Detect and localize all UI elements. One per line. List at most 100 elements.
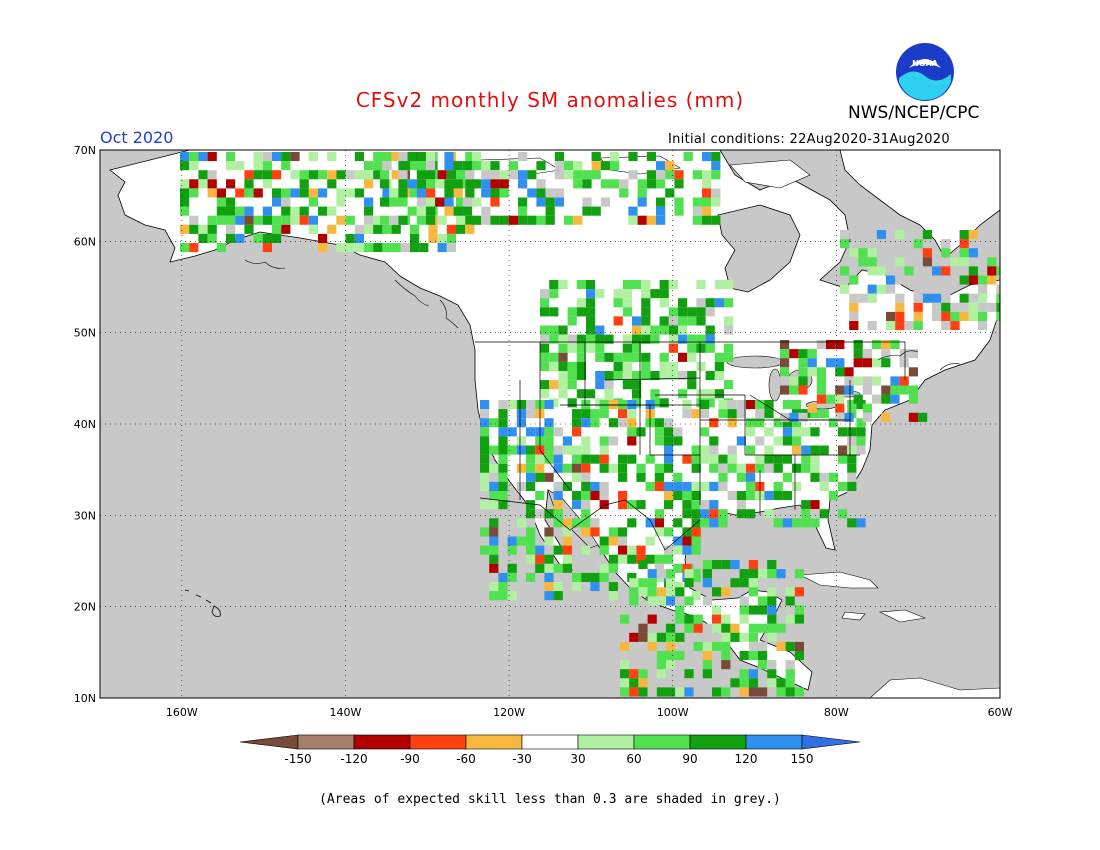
anomaly-cell xyxy=(810,509,820,519)
anomaly-cell xyxy=(586,316,596,326)
anomaly-cell xyxy=(659,352,669,362)
anomaly-cell xyxy=(727,400,737,410)
anomaly-cell xyxy=(785,641,795,651)
anomaly-cell xyxy=(886,239,896,249)
anomaly-cell xyxy=(398,215,408,225)
anomaly-cell xyxy=(712,678,722,688)
anomaly-cell xyxy=(262,243,272,253)
anomaly-cell xyxy=(573,161,583,171)
anomaly-cell xyxy=(776,678,786,688)
anomaly-cell xyxy=(627,436,637,446)
anomaly-cell xyxy=(591,161,601,171)
anomaly-cell xyxy=(581,445,591,455)
anomaly-cell xyxy=(308,224,318,234)
anomaly-cell xyxy=(922,257,932,267)
anomaly-cell xyxy=(545,206,555,216)
anomaly-cell xyxy=(773,491,783,501)
anomaly-cell xyxy=(499,170,509,180)
anomaly-cell xyxy=(666,632,676,642)
anomaly-cell xyxy=(876,284,886,294)
anomaly-cell xyxy=(595,380,605,390)
hudson-bay xyxy=(717,204,801,293)
anomaly-cell xyxy=(581,481,591,491)
anomaly-cell xyxy=(691,445,701,455)
anomaly-cell xyxy=(558,389,568,399)
anomaly-cell xyxy=(632,334,642,344)
anomaly-cell xyxy=(489,582,499,592)
anomaly-cell xyxy=(659,289,669,299)
anomaly-cell xyxy=(705,343,715,353)
anomaly-cell xyxy=(978,293,988,303)
anomaly-cell xyxy=(650,325,660,335)
anomaly-cell xyxy=(554,152,564,162)
anomaly-cell xyxy=(308,152,318,162)
anomaly-cell xyxy=(622,371,632,381)
anomaly-cell xyxy=(691,545,701,555)
lon-label: 140W xyxy=(330,706,362,719)
anomaly-cell xyxy=(867,284,877,294)
anomaly-cell xyxy=(666,569,676,579)
anomaly-cell xyxy=(549,398,559,408)
anomaly-cell xyxy=(748,560,758,570)
anomaly-cell xyxy=(886,311,896,321)
anomaly-cell xyxy=(622,289,632,299)
anomaly-cell xyxy=(684,578,694,588)
anomaly-cell xyxy=(908,394,918,404)
anomaly-cell xyxy=(727,454,737,464)
anomaly-cell xyxy=(364,170,374,180)
anomaly-cell xyxy=(636,463,646,473)
anomaly-cell xyxy=(618,409,628,419)
anomaly-cell xyxy=(782,518,792,528)
anomaly-cell xyxy=(794,614,804,624)
anomaly-cell xyxy=(540,389,550,399)
anomaly-cell xyxy=(562,554,572,564)
anomaly-cell xyxy=(489,463,499,473)
anomaly-cell xyxy=(736,518,746,528)
anomaly-cell xyxy=(767,569,777,579)
anomaly-cell xyxy=(674,206,684,216)
anomaly-cell xyxy=(798,358,808,368)
anomaly-cell xyxy=(668,316,678,326)
anomaly-cell xyxy=(629,632,639,642)
anomaly-cell xyxy=(987,266,997,276)
anomaly-cell xyxy=(629,687,639,697)
anomaly-cell xyxy=(785,587,795,597)
anomaly-cell xyxy=(416,179,426,189)
anomaly-cell xyxy=(654,554,664,564)
anomaly-cell xyxy=(558,334,568,344)
anomaly-cell xyxy=(581,463,591,473)
anomaly-cell xyxy=(932,293,942,303)
anomaly-cell xyxy=(711,161,721,171)
anomaly-cell xyxy=(666,660,676,670)
anomaly-cell xyxy=(544,572,554,582)
anomaly-cell xyxy=(407,152,417,162)
anomaly-cell xyxy=(629,578,639,588)
anomaly-cell xyxy=(758,651,768,661)
anomaly-cell xyxy=(840,239,850,249)
anomaly-cell xyxy=(526,527,536,537)
anomaly-cell xyxy=(226,179,236,189)
anomaly-cell xyxy=(599,454,609,464)
anomaly-cell xyxy=(281,197,291,207)
anomaly-cell xyxy=(554,161,564,171)
anomaly-cell xyxy=(932,302,942,312)
anomaly-cell xyxy=(810,409,820,419)
anomaly-cell xyxy=(613,289,623,299)
anomaly-cell xyxy=(549,334,559,344)
anomaly-cell xyxy=(862,349,872,359)
anomaly-cell xyxy=(456,215,466,225)
anomaly-cell xyxy=(959,293,969,303)
anomaly-cell xyxy=(730,578,740,588)
anomaly-cell xyxy=(489,500,499,510)
anomaly-cell xyxy=(702,578,712,588)
anomaly-cell xyxy=(437,243,447,253)
anomaly-cell xyxy=(581,418,591,428)
anomaly-cell xyxy=(562,545,572,555)
anomaly-cell xyxy=(748,578,758,588)
anomaly-cell xyxy=(380,197,390,207)
colorbar-label: -120 xyxy=(340,752,367,766)
anomaly-cell xyxy=(618,536,628,546)
anomaly-cell xyxy=(853,358,863,368)
anomaly-cell xyxy=(544,400,554,410)
anomaly-cell xyxy=(272,197,282,207)
